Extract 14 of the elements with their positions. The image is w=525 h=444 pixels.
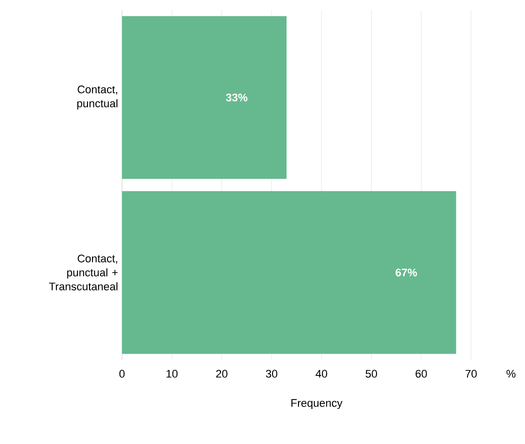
x-tick-label: % <box>506 370 516 378</box>
x-tick-label: 70 <box>466 370 477 378</box>
y-tick-label: Contact, punctual + Transcutaneal <box>49 254 118 290</box>
y-tick-label: Contact, punctual <box>77 86 118 110</box>
x-tick-label: 50 <box>366 370 378 378</box>
x-tick-label: 60 <box>416 370 427 378</box>
data-label: 33% <box>226 94 248 102</box>
x-tick-label: 0 <box>119 370 125 378</box>
x-axis-title: Frequency <box>291 399 342 410</box>
x-tick-label: 40 <box>316 370 328 378</box>
x-tick-label: 20 <box>216 370 228 378</box>
x-tick-label: 10 <box>166 370 178 378</box>
data-label: 67% <box>396 268 417 276</box>
x-tick-label: 30 <box>266 370 278 378</box>
